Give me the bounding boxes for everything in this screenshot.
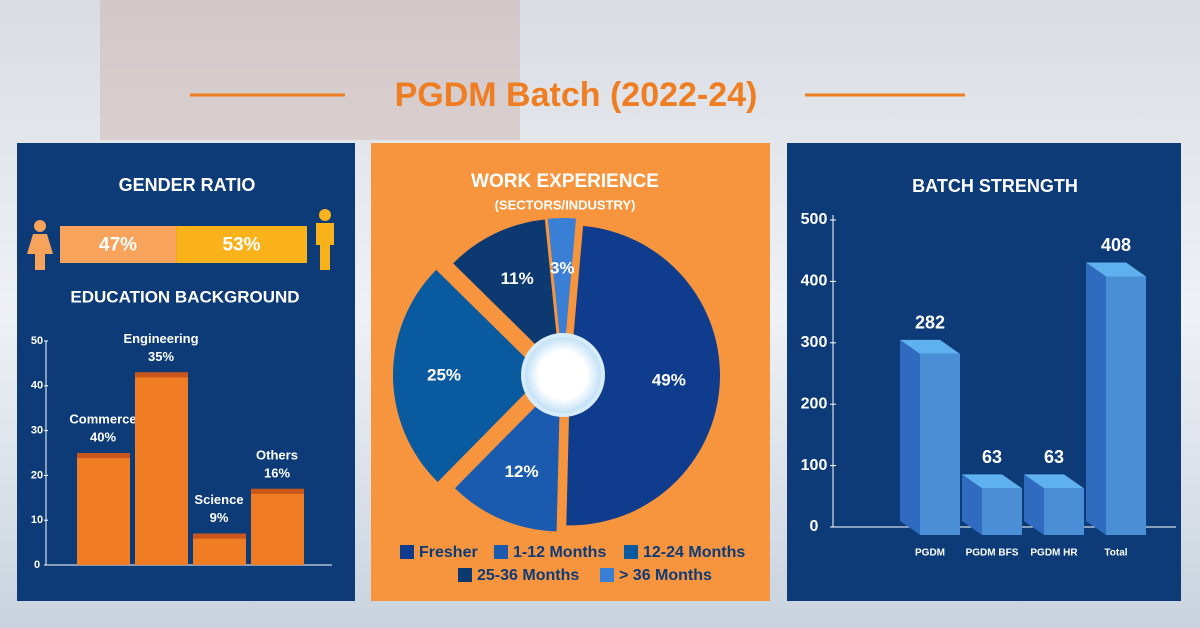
ratio-segment bbox=[176, 226, 307, 263]
x-tick-label: PGDM BFS bbox=[966, 548, 1019, 559]
y-tick-label: 400 bbox=[801, 273, 828, 290]
value-label: 47% bbox=[99, 235, 137, 256]
bar bbox=[1044, 488, 1084, 535]
building-photo bbox=[100, 0, 520, 140]
legend-swatch bbox=[400, 545, 414, 559]
chart-title: WORK EXPERIENCE bbox=[471, 171, 659, 192]
chart-title: BATCH STRENGTH bbox=[912, 176, 1078, 196]
bar-side bbox=[962, 474, 982, 535]
y-tick-label: 0 bbox=[810, 518, 819, 535]
x-tick-label: Total bbox=[1104, 548, 1127, 559]
female-icon bbox=[27, 220, 53, 270]
bar-top bbox=[962, 474, 1022, 489]
ratio-segment bbox=[60, 226, 177, 263]
share-label: 35% bbox=[148, 349, 174, 364]
category-label: Engineering bbox=[123, 331, 198, 346]
bar bbox=[920, 353, 960, 535]
y-tick-label: 10 bbox=[31, 514, 43, 526]
bar-top bbox=[1086, 262, 1146, 277]
bar-cap bbox=[251, 488, 304, 494]
y-tick-label: 200 bbox=[801, 395, 828, 412]
bar-top bbox=[1024, 474, 1084, 489]
y-tick-label: 30 bbox=[31, 425, 43, 437]
value-label: 12% bbox=[505, 462, 539, 481]
pie-slice bbox=[393, 269, 544, 482]
x-tick-label: PGDM HR bbox=[1030, 548, 1078, 559]
legend-swatch bbox=[624, 545, 638, 559]
pie-hub bbox=[521, 333, 605, 417]
value-label: 53% bbox=[223, 235, 261, 256]
bar-side bbox=[1086, 262, 1106, 535]
y-tick-label: 100 bbox=[801, 457, 828, 474]
y-tick-label: 40 bbox=[31, 380, 43, 392]
legend-label: 25-36 Months bbox=[477, 567, 579, 584]
share-label: 9% bbox=[210, 510, 229, 525]
category-label: Science bbox=[194, 492, 243, 507]
y-tick-label: 20 bbox=[31, 469, 43, 481]
chart-title: EDUCATION BACKGROUND bbox=[70, 287, 299, 306]
y-tick-label: 0 bbox=[34, 559, 40, 571]
legend-label: Fresher bbox=[419, 544, 478, 561]
value-label: 49% bbox=[652, 370, 686, 389]
pie-slice bbox=[454, 381, 561, 532]
category-label: Others bbox=[256, 447, 298, 462]
x-tick-label: PGDM bbox=[915, 548, 945, 559]
bar bbox=[982, 488, 1022, 535]
page-title: PGDM Batch (2022-24) bbox=[395, 76, 758, 114]
value-label: 63 bbox=[982, 447, 1002, 467]
value-label: 3% bbox=[550, 258, 575, 277]
bar bbox=[135, 372, 188, 565]
share-label: 40% bbox=[90, 429, 116, 444]
bar-side bbox=[900, 339, 920, 535]
chart-title: GENDER RATIO bbox=[119, 175, 256, 195]
legend-swatch bbox=[494, 545, 508, 559]
y-tick-label: 50 bbox=[31, 335, 43, 347]
y-tick-label: 500 bbox=[801, 211, 828, 228]
chart-subtitle: (SECTORS/INDUSTRY) bbox=[495, 197, 636, 212]
legend-label: 12-24 Months bbox=[643, 544, 745, 561]
bar-cap bbox=[193, 533, 246, 539]
value-label: 11% bbox=[501, 269, 534, 288]
pie-slice bbox=[566, 225, 720, 526]
value-label: 63 bbox=[1044, 447, 1064, 467]
bar-side bbox=[1024, 474, 1044, 535]
category-label: Commerce bbox=[69, 411, 136, 426]
pie-slice bbox=[547, 218, 577, 369]
pie-slice bbox=[453, 219, 560, 369]
male-icon bbox=[316, 209, 334, 270]
share-label: 16% bbox=[264, 465, 290, 480]
y-tick-label: 300 bbox=[801, 334, 828, 351]
bar-cap bbox=[77, 453, 130, 458]
legend-label: > 36 Months bbox=[619, 567, 712, 584]
legend-label: 1-12 Months bbox=[513, 544, 606, 561]
bar bbox=[251, 488, 304, 565]
bar bbox=[1106, 276, 1146, 535]
value-label: 25% bbox=[427, 365, 461, 384]
value-label: 282 bbox=[915, 313, 945, 333]
bar bbox=[193, 533, 246, 565]
bar-cap bbox=[135, 372, 188, 378]
legend-swatch bbox=[458, 568, 472, 582]
value-label: 408 bbox=[1101, 235, 1131, 255]
bar bbox=[77, 453, 130, 565]
legend-swatch bbox=[600, 568, 614, 582]
bar-top bbox=[900, 339, 960, 354]
